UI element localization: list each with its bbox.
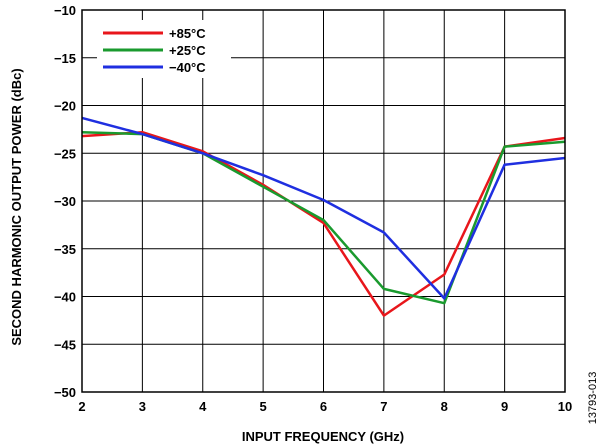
grid xyxy=(82,10,565,392)
figure-id: 13793-013 xyxy=(587,372,599,425)
y-tick-label: −45 xyxy=(54,337,76,352)
y-tick-label: −10 xyxy=(54,3,76,18)
y-tick-label: −40 xyxy=(54,290,76,305)
x-tick-label: 9 xyxy=(501,399,508,414)
series-line xyxy=(81,130,566,317)
y-tick-label: −35 xyxy=(54,242,76,257)
x-tick-label: 5 xyxy=(260,399,267,414)
y-tick-label: −50 xyxy=(54,385,76,400)
y-tick-label: −15 xyxy=(54,51,76,66)
series-line xyxy=(81,116,566,300)
legend-label: +85°C xyxy=(169,26,206,41)
plot-frame xyxy=(81,9,566,393)
legend: +85°C +25°C −40°C xyxy=(97,20,231,78)
x-axis-title: INPUT FREQUENCY (GHz) xyxy=(242,429,404,444)
x-tick-label: 3 xyxy=(139,399,146,414)
x-tick-label: 4 xyxy=(199,399,207,414)
y-tick-label: −25 xyxy=(54,146,76,161)
x-tick-label: 6 xyxy=(320,399,327,414)
x-tick-label: 8 xyxy=(441,399,448,414)
x-tick-label: 10 xyxy=(558,399,572,414)
y-tick-labels: −10 −15 −20 −25 −30 −35 −40 −45 −50 xyxy=(54,3,76,400)
series-lines xyxy=(81,116,566,317)
x-tick-labels: 2 3 4 5 6 7 8 9 10 xyxy=(78,399,572,414)
x-tick-label: 2 xyxy=(78,399,85,414)
y-tick-label: −30 xyxy=(54,194,76,209)
x-tick-label: 7 xyxy=(380,399,387,414)
legend-label: −40°C xyxy=(169,60,206,75)
legend-label: +25°C xyxy=(169,43,206,58)
y-axis-title: SECOND HARMONIC OUTPUT POWER (dBc) xyxy=(9,68,24,345)
y-tick-label: −20 xyxy=(54,99,76,114)
